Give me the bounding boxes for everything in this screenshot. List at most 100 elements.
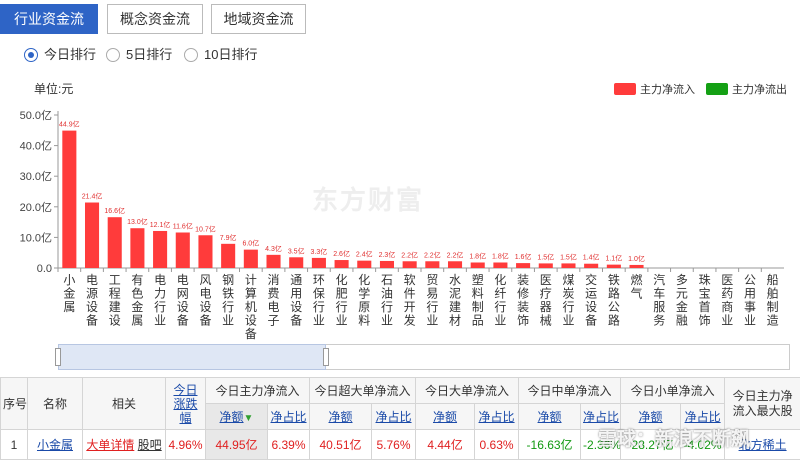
header-main-inflow: 今日主力净流入 [204,377,311,404]
x-tick-label: 铁路公路 [608,273,620,328]
bar [266,254,281,268]
tab-region-flow[interactable]: 地域资金流 [211,4,306,34]
x-tick-label: 风电设备 [199,273,211,328]
cell-change: 4.96% [165,429,206,460]
bar [516,263,531,268]
slider-right-handle[interactable] [323,348,329,366]
sort-l-ratio[interactable]: 净占比 [478,410,515,424]
header-main-ratio[interactable]: 净占比 [266,403,311,430]
x-tick-label: 水泥建材 [449,273,461,328]
x-tick-label: 电力行业 [154,273,166,328]
cell-name[interactable]: 小金属 [27,429,83,460]
cell-xl-ratio: 5.76% [371,429,417,460]
slider-left-handle[interactable] [55,348,61,366]
unit-label: 单位:元 [34,81,73,96]
radio-dot [24,48,38,62]
bar [311,257,326,268]
header-max-stock: 今日主力净流入最大股 [724,377,800,430]
bar-value-label: 2.2亿 [401,250,418,259]
cell-related: 大单详情 股吧 [82,429,166,460]
radio-label: 5日排行 [126,47,173,62]
x-tick-label: 医疗器械 [540,273,552,328]
slider-selection[interactable] [58,344,326,370]
radio-dot [184,48,198,62]
sort-xl-amount[interactable]: 净额 [328,410,353,424]
y-tick-label: 50.0亿 [20,109,52,122]
data-zoom-slider[interactable] [55,344,790,370]
sort-l-amount[interactable]: 净额 [433,410,458,424]
bar-value-label: 4.3亿 [265,244,282,253]
bar-value-label: 1.4亿 [583,253,600,262]
ranking-period: 今日排行 5日排行 10日排行 [0,44,800,66]
max-stock-link[interactable]: 北方稀土 [738,438,787,452]
header-xl-amount[interactable]: 净额 [309,403,373,430]
radio-label: 今日排行 [44,47,97,62]
cell-main-ratio: 6.39% [266,429,311,460]
header-l-ratio[interactable]: 净占比 [474,403,520,430]
y-tick-label: 30.0亿 [20,170,52,183]
x-tick-label: 医药商业 [721,273,733,328]
x-tick-label: 船舶制造 [767,273,779,328]
sort-main-amount[interactable]: 净额 [219,410,244,424]
cell-s-amount: -28.27亿 [620,429,682,460]
bar-value-label: 1.6亿 [515,252,532,261]
sort-s-amount[interactable]: 净额 [638,410,663,424]
header-l-amount[interactable]: 净额 [415,403,476,430]
cell-main-amount: 44.95亿 [205,429,268,460]
bar [425,261,440,268]
bar-value-label: 11.6亿 [173,222,193,231]
sort-m-amount[interactable]: 净额 [537,410,562,424]
y-tick-label: 10.0亿 [20,231,52,244]
x-tick-label: 塑料制品 [472,272,484,328]
bar-value-label: 2.2亿 [447,250,464,259]
sort-xl-ratio[interactable]: 净占比 [375,410,412,424]
bar-value-label: 10.7亿 [195,224,216,233]
x-tick-label: 电源设备 [86,273,98,328]
x-tick-label: 化肥行业 [336,273,348,328]
header-main-amount[interactable]: 净额▼ [205,403,268,430]
big-order-detail-link[interactable]: 大单详情 [86,438,135,452]
bar [289,257,304,268]
bar [62,130,77,268]
bar-value-label: 3.5亿 [288,246,305,255]
x-tick-label: 石油行业 [381,273,393,328]
sort-s-ratio[interactable]: 净占比 [684,410,721,424]
x-tick-label: 软件开发 [404,273,416,328]
cell-max-stock[interactable]: 北方稀土 [724,429,800,460]
bar [402,261,417,268]
header-s-amount[interactable]: 净额 [620,403,682,430]
bar [493,262,508,268]
bar [107,217,122,268]
bar-value-label: 16.6亿 [104,206,125,215]
sector-name-link[interactable]: 小金属 [36,438,73,452]
bar-value-label: 1.5亿 [560,252,577,261]
bar [447,261,463,268]
bar [175,232,190,268]
header-m-amount[interactable]: 净额 [518,403,582,430]
x-tick-label: 汽车服务 [653,272,665,328]
header-xl-ratio[interactable]: 净占比 [371,403,417,430]
header-s-ratio[interactable]: 净占比 [680,403,726,430]
x-tick-label: 贸易行业 [426,273,438,328]
legend-swatch [614,83,636,95]
header-change[interactable]: 今日涨跌幅 [165,377,206,430]
bar-value-label: 2.2亿 [424,250,441,259]
header-m-ratio[interactable]: 净占比 [580,403,622,430]
cell-m-ratio: -2.36% [580,429,622,460]
bar-value-label: 1.8亿 [469,251,486,260]
tab-concept-flow[interactable]: 概念资金流 [107,4,203,34]
x-tick-label: 燃气 [631,272,643,301]
sort-change-link[interactable]: 今日涨跌幅 [173,382,198,425]
sort-m-ratio[interactable]: 净占比 [583,410,620,424]
tab-industry-flow[interactable]: 行业资金流 [0,4,98,34]
forum-link[interactable]: 股吧 [137,438,162,452]
header-m-inflow: 今日中单净流入 [518,377,622,404]
header-xl-inflow: 今日超大单净流入 [309,377,417,404]
sort-main-ratio[interactable]: 净占比 [270,410,307,424]
x-tick-label: 通用设备 [290,273,302,328]
bar [561,263,576,268]
header-seq: 序号 [0,377,28,430]
bar-value-label: 12.1亿 [150,220,171,229]
x-tick-label: 煤炭行业 [562,273,574,328]
sort-down-icon: ▼ [243,413,254,424]
